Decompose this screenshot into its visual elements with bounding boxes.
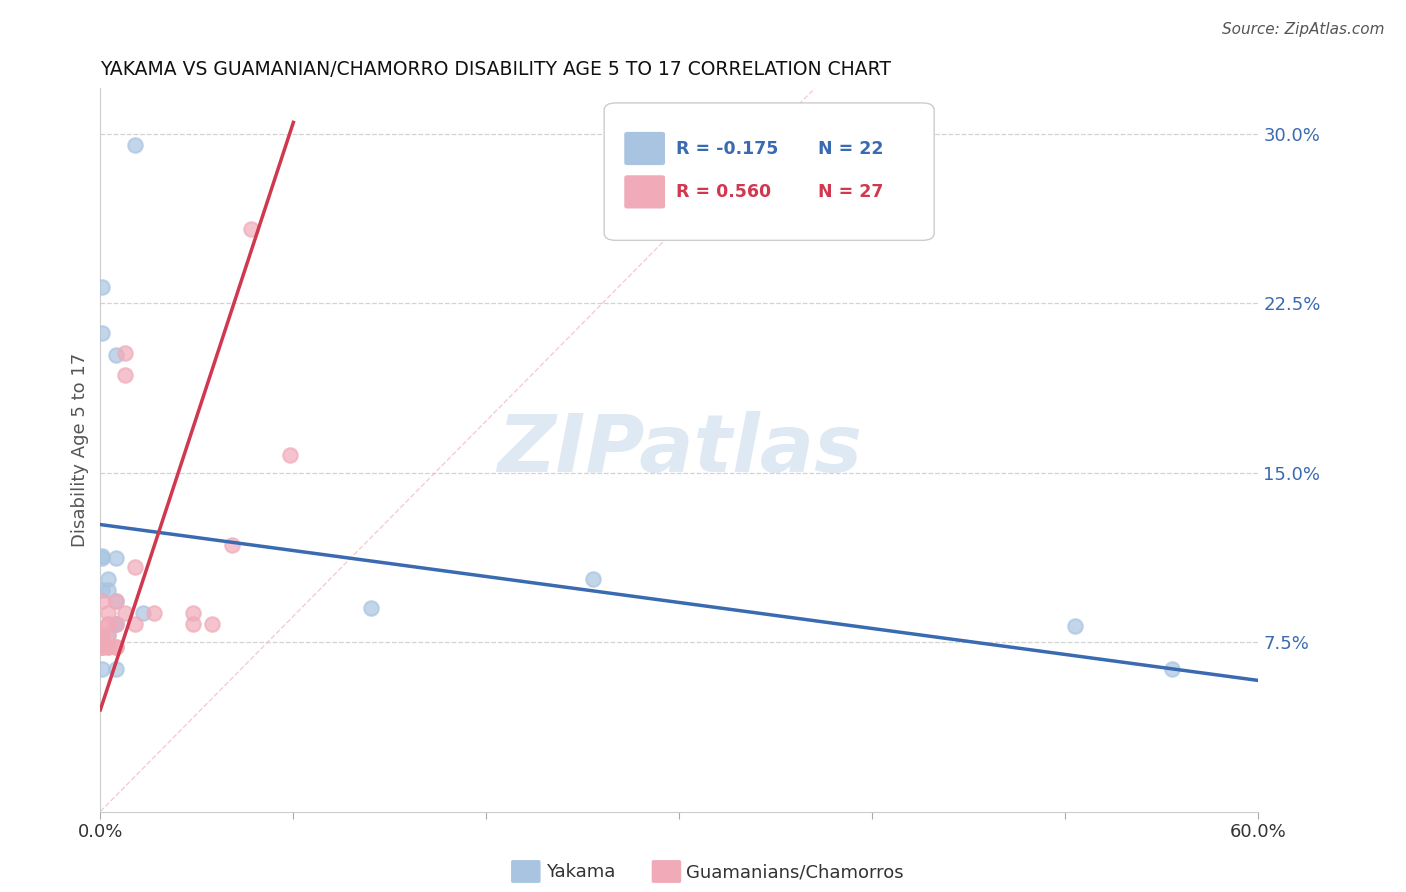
Point bbox=[97, 617, 120, 632]
Text: Source: ZipAtlas.com: Source: ZipAtlas.com bbox=[1222, 22, 1385, 37]
Point bbox=[221, 538, 243, 552]
Point bbox=[1160, 662, 1182, 676]
Point bbox=[104, 617, 127, 632]
Point bbox=[104, 640, 127, 654]
Text: Guamanians/Chamorros: Guamanians/Chamorros bbox=[686, 863, 904, 881]
Point bbox=[114, 368, 136, 383]
Point bbox=[181, 606, 204, 620]
Y-axis label: Disability Age 5 to 17: Disability Age 5 to 17 bbox=[72, 353, 89, 547]
Point bbox=[104, 348, 127, 362]
Point bbox=[104, 594, 127, 608]
Text: Yakama: Yakama bbox=[546, 863, 614, 881]
Point bbox=[91, 640, 114, 654]
Point bbox=[97, 572, 120, 586]
Point bbox=[1064, 619, 1087, 633]
Point bbox=[132, 606, 155, 620]
Point bbox=[143, 606, 166, 620]
Point bbox=[360, 601, 382, 615]
FancyBboxPatch shape bbox=[626, 133, 665, 164]
Point bbox=[91, 662, 114, 676]
Point bbox=[114, 346, 136, 360]
Text: R = 0.560: R = 0.560 bbox=[676, 183, 770, 201]
Point bbox=[91, 326, 114, 340]
Point bbox=[97, 628, 120, 642]
Point bbox=[104, 617, 127, 632]
Point bbox=[91, 280, 114, 294]
Point bbox=[124, 138, 146, 153]
Point bbox=[104, 594, 127, 608]
Point bbox=[97, 617, 120, 632]
Point bbox=[97, 606, 120, 620]
Text: N = 27: N = 27 bbox=[818, 183, 884, 201]
Point bbox=[91, 640, 114, 654]
Point bbox=[104, 551, 127, 566]
Point bbox=[91, 551, 114, 566]
Point bbox=[97, 640, 120, 654]
Point bbox=[239, 221, 262, 235]
Point bbox=[278, 448, 301, 462]
Point bbox=[91, 594, 114, 608]
Point bbox=[114, 606, 136, 620]
Point bbox=[104, 617, 127, 632]
Point bbox=[97, 640, 120, 654]
Point bbox=[91, 549, 114, 564]
FancyBboxPatch shape bbox=[605, 103, 934, 240]
Point bbox=[97, 583, 120, 598]
Text: N = 22: N = 22 bbox=[818, 139, 884, 158]
Point bbox=[201, 617, 224, 632]
Text: YAKAMA VS GUAMANIAN/CHAMORRO DISABILITY AGE 5 TO 17 CORRELATION CHART: YAKAMA VS GUAMANIAN/CHAMORRO DISABILITY … bbox=[100, 60, 891, 78]
Point bbox=[124, 560, 146, 574]
Point bbox=[91, 628, 114, 642]
Point bbox=[581, 572, 603, 586]
Point bbox=[181, 617, 204, 632]
Point bbox=[91, 628, 114, 642]
Point bbox=[91, 640, 114, 654]
Point bbox=[91, 583, 114, 598]
FancyBboxPatch shape bbox=[626, 176, 665, 208]
Point bbox=[97, 628, 120, 642]
Text: R = -0.175: R = -0.175 bbox=[676, 139, 779, 158]
Point bbox=[104, 640, 127, 654]
Text: ZIPatlas: ZIPatlas bbox=[496, 411, 862, 489]
Point bbox=[124, 617, 146, 632]
Point bbox=[104, 662, 127, 676]
